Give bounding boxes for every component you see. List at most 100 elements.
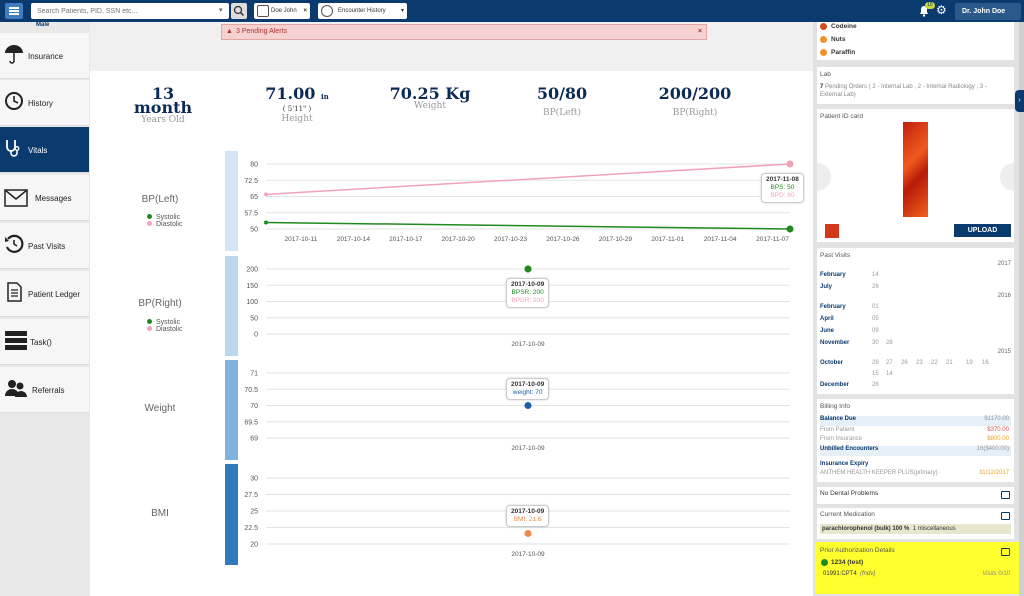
sidebar-item-patient-ledger[interactable]: Patient Ledger	[0, 271, 89, 317]
visit-day[interactable]: 22	[931, 360, 938, 366]
patient-chip[interactable]: Doe John ×	[254, 3, 310, 19]
chevron-down-icon[interactable]: ▾	[219, 7, 223, 14]
visit-day[interactable]: 27	[886, 360, 893, 366]
close-icon[interactable]: ×	[697, 28, 702, 35]
visit-day[interactable]: 26	[872, 284, 879, 290]
lab-pending-text[interactable]: 7 Pending Orders ( 2 - Internal Lab , 2 …	[820, 83, 1010, 99]
chevron-right-icon[interactable]: ›	[1015, 90, 1024, 112]
visit-day[interactable]: 28	[886, 340, 893, 346]
bp-left-stat: 50/80 BP(Left)	[522, 84, 602, 119]
legend-swatch	[147, 319, 152, 324]
sidebar-item-insurance[interactable]: Insurance	[0, 33, 89, 79]
past-visits-panel: Past Visits 2017 February 14 July 26 201…	[817, 248, 1014, 394]
bill-label: Unbilled Encounters	[820, 446, 879, 452]
visit-day[interactable]: 26	[901, 360, 908, 366]
x-tick-label: 2017-10-17	[389, 236, 423, 243]
sidebar-item-label: Messages	[35, 194, 72, 203]
lab-panel: Lab 7 Pending Orders ( 2 - Internal Lab …	[817, 67, 1014, 104]
visit-month[interactable]: February	[820, 304, 846, 310]
visit-day[interactable]: 16	[982, 360, 989, 366]
close-icon[interactable]: ×	[303, 8, 307, 14]
visit-day[interactable]: 15	[872, 371, 879, 377]
visit-month[interactable]: February	[820, 272, 846, 278]
visit-day[interactable]: 28	[872, 360, 879, 366]
chart-color-bar	[225, 151, 238, 251]
envelope-icon	[4, 189, 28, 207]
menu-icon[interactable]	[5, 3, 23, 19]
data-point	[524, 265, 532, 273]
legend-systolic: Systolic	[156, 214, 181, 221]
dental-panel: No Dental Problems	[817, 487, 1014, 504]
search-input[interactable]	[31, 3, 229, 19]
y-tick-label: 100	[246, 299, 258, 306]
visit-month[interactable]: June	[820, 328, 835, 334]
edit-icon[interactable]	[1001, 491, 1010, 499]
allergies-panel: Codeine Nuts Paraffin	[817, 22, 1014, 60]
sidebar-item-history[interactable]: History	[0, 80, 89, 126]
upload-button[interactable]: UPLOAD	[954, 224, 1011, 237]
visit-day[interactable]: 28	[872, 382, 879, 388]
age-label: Years Old	[141, 115, 185, 125]
id-card-thumbnail[interactable]	[825, 224, 839, 238]
sidebar-item-past-visits[interactable]: Past Visits	[0, 223, 89, 269]
height-unit: in	[320, 92, 329, 101]
document-icon	[7, 282, 22, 302]
y-tick-label: 72.5	[244, 178, 258, 185]
visit-day[interactable]: 09	[872, 328, 879, 334]
bill-value: $800.00	[987, 436, 1009, 442]
data-point	[524, 402, 532, 409]
visit-month[interactable]: December	[820, 382, 850, 388]
legend-swatch	[147, 214, 152, 219]
encounter-chip-label: Encounter History	[338, 8, 386, 14]
doctor-menu[interactable]: Dr. John Doe	[955, 3, 1021, 20]
doctor-name: Dr. John Doe	[962, 8, 1006, 15]
data-point	[786, 160, 794, 168]
pending-alerts-banner[interactable]: ▲ 3 Pending Alerts ×	[221, 24, 707, 40]
visit-month[interactable]: July	[820, 284, 833, 290]
visit-day[interactable]: 05	[872, 316, 879, 322]
search-button[interactable]	[231, 3, 247, 19]
user-icon	[257, 5, 269, 17]
prior-auth-item[interactable]: 1234 (test)	[821, 559, 863, 566]
x-tick-label: 2017-11-07	[756, 236, 789, 243]
status-dot	[821, 559, 828, 566]
sidebar-item-vitals[interactable]: Vitals	[0, 127, 89, 173]
sidebar-item-referrals[interactable]: Referrals	[0, 367, 89, 413]
insurance-date: 31/12/2017	[978, 470, 1009, 476]
sidebar-item-label: Referrals	[32, 386, 65, 395]
bp-left-value: 50/80	[536, 84, 588, 103]
allergy-name: Codeine	[831, 23, 857, 30]
scrollbar[interactable]	[1019, 22, 1024, 596]
visit-day[interactable]: 23	[916, 360, 923, 366]
visit-day[interactable]: 14	[872, 272, 879, 278]
x-tick-label: 2017-10-29	[599, 236, 633, 243]
unbilled-row[interactable]: Unbilled Encounters 16($400.00)	[820, 446, 1011, 456]
visit-month[interactable]: April	[820, 316, 834, 322]
visit-day[interactable]: 30	[872, 340, 879, 346]
sidebar-item-tasks[interactable]: Task()	[0, 319, 89, 365]
tooltip-date: 2017-10-09	[511, 381, 545, 388]
medication-item[interactable]: parachlorophenol (bulk) 100 % 1 miscella…	[820, 524, 1011, 534]
visit-month[interactable]: November	[820, 340, 850, 346]
chevron-down-icon[interactable]: ▾	[400, 8, 404, 14]
chevron-left-icon[interactable]	[817, 163, 831, 191]
id-card-image	[903, 122, 928, 217]
visit-day[interactable]: 01	[872, 304, 879, 310]
visit-day[interactable]: 19	[966, 360, 973, 366]
edit-icon[interactable]	[1001, 512, 1010, 520]
visit-month[interactable]: October	[820, 360, 844, 366]
height-label: Height	[281, 114, 313, 124]
sidebar-item-messages[interactable]: Messages	[0, 175, 89, 221]
visit-day[interactable]: 21	[946, 360, 953, 366]
gear-icon[interactable]: ⚙	[936, 3, 947, 17]
chevron-right-icon[interactable]	[1000, 163, 1014, 191]
status-dot	[820, 22, 827, 30]
visit-day[interactable]: 14	[886, 371, 893, 377]
encounter-history-dropdown[interactable]: Encounter History ▾	[318, 3, 407, 19]
from-patient-row: From Patient $370.00	[820, 427, 1011, 433]
edit-icon[interactable]	[1001, 548, 1010, 556]
weight-stat: 70.25 Kg Weight	[385, 86, 475, 112]
chart-color-bar	[225, 464, 238, 565]
y-tick-label: 80	[250, 162, 258, 169]
users-icon	[5, 380, 27, 397]
